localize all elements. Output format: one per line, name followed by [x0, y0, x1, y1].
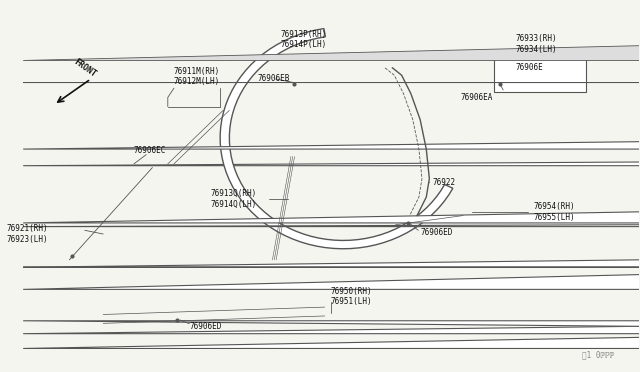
Text: 76954(RH)
76955(LH): 76954(RH) 76955(LH) — [534, 202, 575, 222]
Polygon shape — [23, 107, 640, 166]
Polygon shape — [220, 29, 453, 249]
Text: 76906E: 76906E — [516, 63, 543, 72]
Text: ᝩ1 0ℙℙℙ: ᝩ1 0ℙℙℙ — [582, 350, 614, 359]
Text: 76906ED: 76906ED — [189, 322, 221, 331]
Text: 76950(RH)
76951(LH): 76950(RH) 76951(LH) — [331, 287, 372, 307]
Polygon shape — [23, 38, 640, 61]
Polygon shape — [23, 179, 640, 334]
Text: 76906EB: 76906EB — [257, 74, 289, 83]
Text: 76911M(RH)
76912M(LH): 76911M(RH) 76912M(LH) — [174, 67, 220, 86]
Polygon shape — [23, 142, 640, 267]
Text: 76906ED: 76906ED — [420, 228, 452, 237]
Polygon shape — [23, 151, 640, 267]
Polygon shape — [23, 190, 640, 223]
Text: 76906EC: 76906EC — [134, 147, 166, 155]
Text: 76913Q(RH)
76914Q(LH): 76913Q(RH) 76914Q(LH) — [211, 189, 257, 209]
Polygon shape — [23, 306, 640, 326]
Polygon shape — [23, 57, 640, 83]
Text: 76922: 76922 — [433, 178, 456, 187]
Text: 76913P(RH)
76914P(LH): 76913P(RH) 76914P(LH) — [280, 30, 326, 49]
Polygon shape — [23, 210, 640, 227]
Text: FRONT: FRONT — [72, 57, 98, 79]
Polygon shape — [23, 241, 640, 289]
Polygon shape — [23, 101, 640, 149]
Polygon shape — [23, 278, 640, 349]
Text: 76933(RH)
76934(LH): 76933(RH) 76934(LH) — [516, 34, 557, 54]
Text: 76921(RH)
76923(LH): 76921(RH) 76923(LH) — [6, 224, 48, 244]
Text: 76906EA: 76906EA — [460, 93, 493, 102]
FancyBboxPatch shape — [494, 51, 586, 92]
